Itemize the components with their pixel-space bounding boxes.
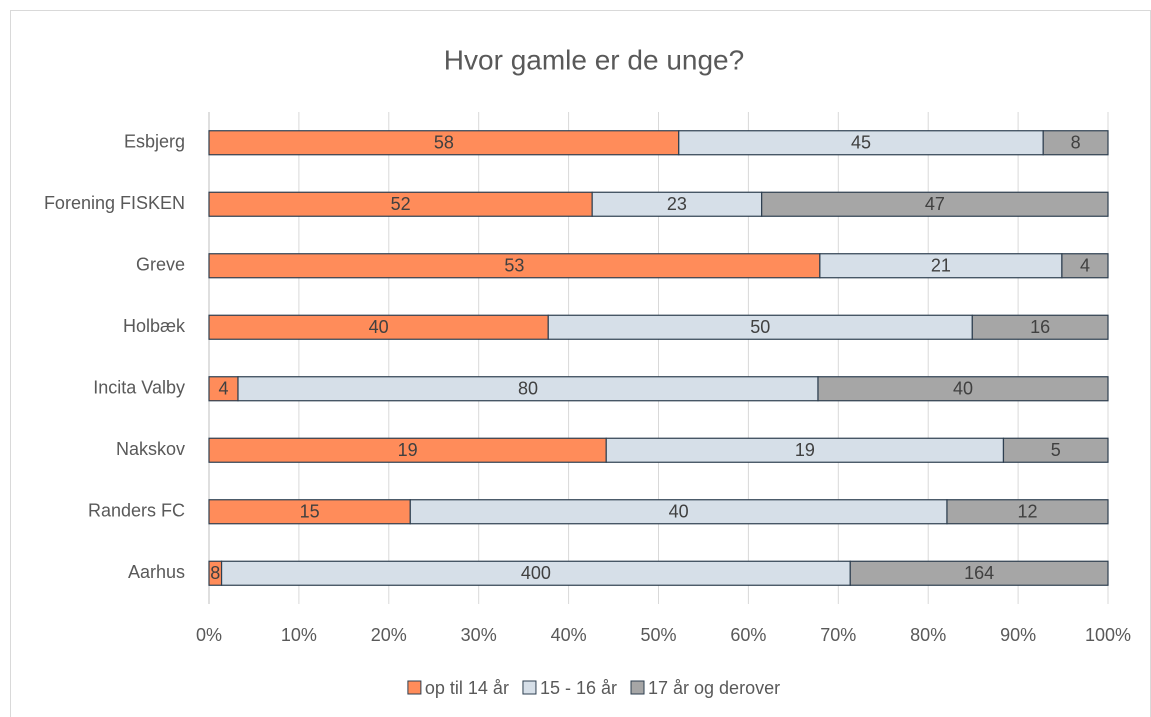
bar-segment (208, 130, 680, 156)
data-label: 12 (1017, 502, 1037, 522)
bar-segment (208, 437, 607, 463)
bar-segment (971, 314, 1109, 340)
data-label: 40 (369, 317, 389, 337)
y-tick-label: Esbjerg (124, 132, 185, 152)
data-label: 45 (851, 133, 871, 153)
legend-swatch (630, 680, 645, 695)
x-tick-label: 100% (1085, 625, 1131, 645)
bar-segment (761, 191, 1109, 217)
bar-segment (1061, 253, 1109, 279)
data-label: 80 (518, 379, 538, 399)
y-tick-label: Aarhus (128, 562, 185, 582)
legend-label: op til 14 år (425, 678, 509, 698)
y-tick-label: Randers FC (88, 501, 185, 521)
bar-segment (208, 191, 593, 217)
data-label: 40 (669, 502, 689, 522)
legend-label: 17 år og derover (648, 678, 780, 698)
legend-swatch (407, 680, 422, 695)
x-tick-label: 0% (196, 625, 222, 645)
data-label: 58 (434, 133, 454, 153)
x-tick-label: 60% (730, 625, 766, 645)
y-tick-label: Holbæk (123, 316, 186, 336)
bar-segment (208, 376, 239, 402)
bar-segment (409, 499, 948, 525)
bar-segment (678, 130, 1044, 156)
data-label: 4 (218, 379, 228, 399)
bar-segment (605, 437, 1005, 463)
bar-segment (946, 499, 1109, 525)
x-tick-label: 90% (1000, 625, 1036, 645)
data-label: 8 (210, 563, 220, 583)
bar-segment (591, 191, 763, 217)
y-tick-label: Nakskov (116, 439, 185, 459)
bar-segment (817, 376, 1109, 402)
y-tick-label: Forening FISKEN (44, 193, 185, 213)
data-label: 47 (925, 194, 945, 214)
data-label: 23 (667, 194, 687, 214)
data-label: 19 (795, 440, 815, 460)
legend-swatch (522, 680, 537, 695)
y-tick-label: Greve (136, 255, 185, 275)
legend-label: 15 - 16 år (540, 678, 617, 698)
data-label: 400 (521, 563, 551, 583)
data-label: 53 (504, 256, 524, 276)
bar-segment (1042, 130, 1109, 156)
x-tick-label: 50% (640, 625, 676, 645)
data-label: 164 (964, 563, 994, 583)
chart-frame (10, 10, 1151, 717)
x-tick-label: 10% (281, 625, 317, 645)
data-label: 4 (1080, 256, 1090, 276)
data-label: 5 (1051, 440, 1061, 460)
data-label: 8 (1071, 133, 1081, 153)
bar-segment (849, 560, 1109, 586)
x-tick-label: 80% (910, 625, 946, 645)
chart-title: Hvor gamle er de unge? (444, 44, 744, 75)
x-tick-label: 20% (371, 625, 407, 645)
data-label: 40 (953, 379, 973, 399)
x-tick-label: 30% (461, 625, 497, 645)
y-tick-label: Incita Valby (93, 378, 185, 398)
data-label: 16 (1030, 317, 1050, 337)
data-label: 19 (398, 440, 418, 460)
x-tick-label: 70% (820, 625, 856, 645)
bar-segment (1002, 437, 1109, 463)
data-label: 15 (300, 502, 320, 522)
bar-segment (208, 314, 549, 340)
x-tick-label: 40% (551, 625, 587, 645)
data-label: 21 (931, 256, 951, 276)
bar-segment (237, 376, 819, 402)
data-label: 50 (750, 317, 770, 337)
bar-segment (547, 314, 973, 340)
bar-segment (208, 253, 821, 279)
data-label: 52 (391, 194, 411, 214)
